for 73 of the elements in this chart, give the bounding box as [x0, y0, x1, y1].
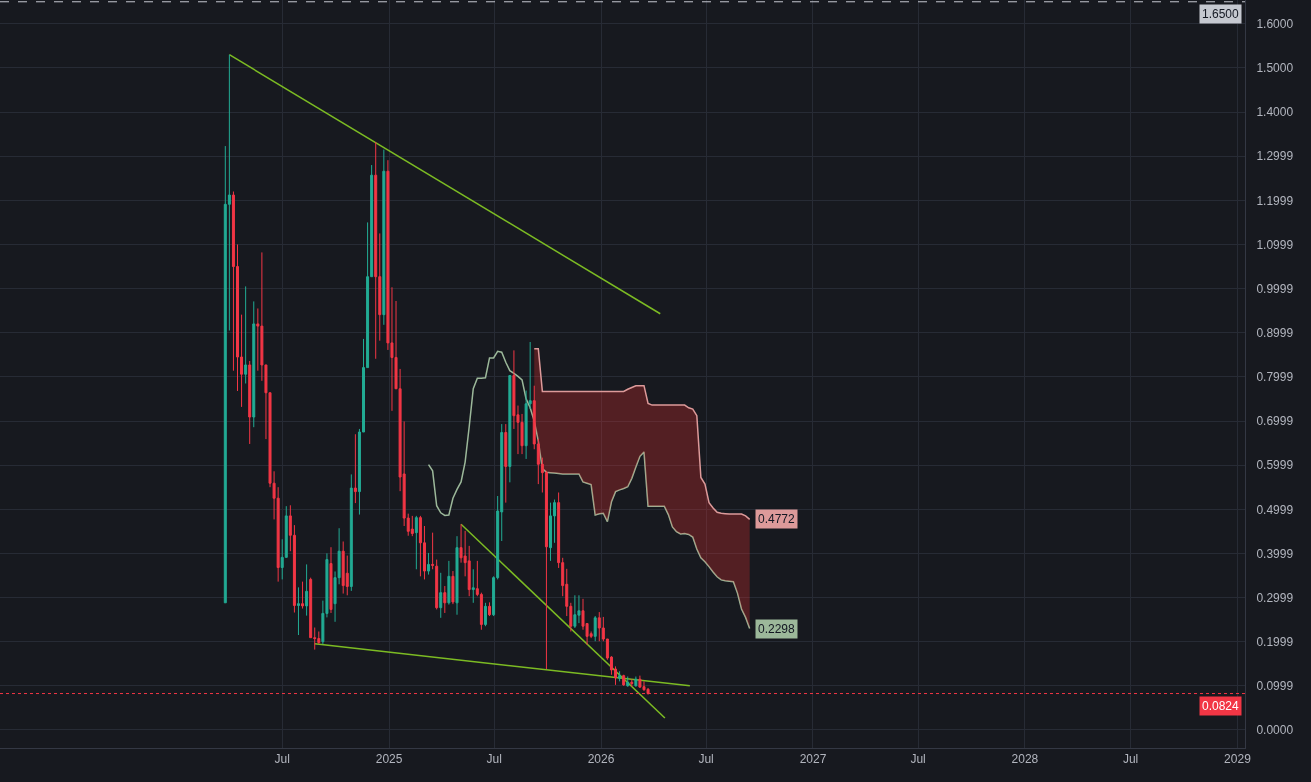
candlestick	[410, 515, 414, 537]
candlestick	[618, 670, 622, 682]
y-tick-label: 0.2999	[1256, 590, 1294, 605]
candlestick	[573, 594, 577, 629]
candlestick	[435, 559, 439, 610]
candlestick	[451, 570, 455, 605]
candlestick	[431, 532, 435, 570]
y-tick-label: 1.0999	[1256, 237, 1294, 252]
y-tick-label: 1.5000	[1256, 61, 1294, 76]
x-tick-label: 2027	[799, 752, 827, 767]
candlestick	[305, 563, 309, 617]
y-tick-label: 0.0000	[1256, 723, 1294, 738]
ref-line-label: 0.0824	[1202, 699, 1240, 713]
candlestick	[630, 678, 634, 688]
line-series	[427, 350, 751, 630]
x-tick-label: 2029	[1224, 752, 1252, 767]
y-tick-label: 0.8999	[1256, 325, 1294, 340]
y-tick-label: 0.7999	[1256, 370, 1294, 385]
y-tick-label: 0.3999	[1256, 546, 1294, 561]
candlestick	[301, 581, 305, 610]
candlestick	[577, 594, 581, 624]
candlestick	[447, 560, 451, 606]
x-tick-label: Jul	[274, 752, 290, 767]
x-tick-label: 2026	[587, 752, 615, 767]
candlestick	[638, 675, 642, 689]
line-series	[533, 347, 751, 521]
y-tick-label: 0.5999	[1256, 458, 1294, 473]
candlestick	[593, 615, 597, 642]
y-tick-label: 0.1999	[1256, 634, 1294, 649]
y-tick-label: 1.2999	[1256, 149, 1294, 164]
y-tick-label: 0.4999	[1256, 502, 1294, 517]
x-tick-label: Jul	[486, 752, 502, 767]
candlestick	[252, 300, 256, 428]
candlestick	[455, 535, 459, 616]
ref-line-label: 1.6500	[1202, 7, 1240, 21]
data-label: 0.2298	[758, 622, 796, 636]
y-tick-label: 0.6999	[1256, 414, 1294, 429]
candlestick	[642, 680, 646, 692]
candlestick	[296, 586, 300, 636]
candlestick	[244, 285, 248, 384]
candlestick	[418, 515, 422, 577]
candlestick	[488, 601, 492, 617]
y-tick-label: 1.1999	[1256, 193, 1294, 208]
x-tick-label: Jul	[910, 752, 926, 767]
y-tick-label: 1.6000	[1256, 17, 1294, 32]
x-tick-label: Jul	[1122, 752, 1139, 767]
candlestick	[248, 360, 252, 445]
candlestick	[634, 676, 638, 688]
candlestick	[508, 375, 512, 483]
candlestick	[504, 423, 508, 504]
candlestick	[443, 585, 447, 614]
candlestick	[471, 568, 475, 604]
data-label: 0.4772	[758, 512, 796, 526]
y-tick-label: 0.9999	[1256, 281, 1294, 296]
candlestick	[427, 552, 431, 576]
x-tick-label: 2028	[1011, 752, 1039, 767]
candlestick	[353, 433, 357, 504]
y-tick-label: 1.4000	[1256, 105, 1294, 120]
x-tick-label: Jul	[698, 752, 714, 767]
candlestick	[414, 515, 418, 570]
candlestick	[549, 502, 552, 562]
candlestick	[374, 141, 378, 360]
candlestick	[329, 546, 333, 614]
candlestick	[341, 540, 345, 595]
candlestick	[382, 149, 386, 326]
candlestick	[349, 473, 353, 592]
candlestick	[626, 676, 630, 687]
candlestick	[622, 674, 626, 687]
candlestick	[597, 611, 601, 642]
candlestick	[439, 572, 443, 619]
candlestick	[483, 602, 487, 627]
y-tick-label: 0.0999	[1256, 679, 1294, 694]
x-tick-label: 2025	[375, 752, 403, 767]
